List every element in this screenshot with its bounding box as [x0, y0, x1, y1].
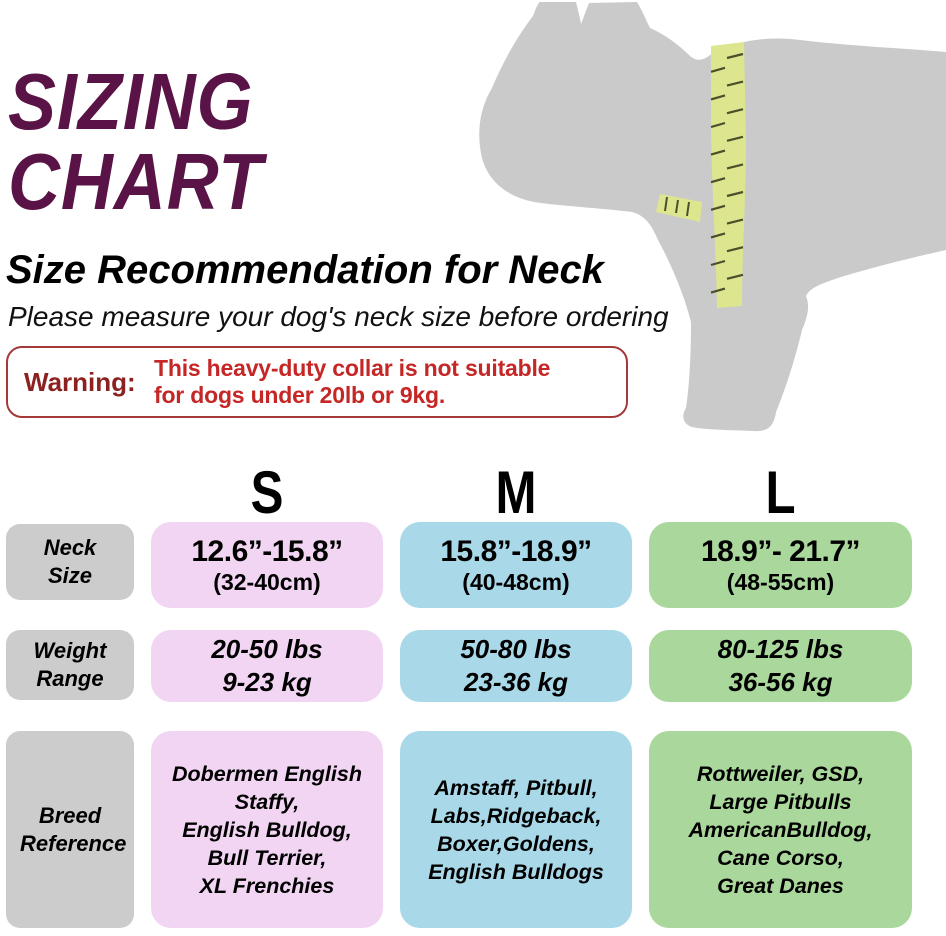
breed-line: Cane Corso, — [717, 845, 844, 870]
measure-note: Please measure your dog's neck size befo… — [8, 301, 669, 332]
row-label-weight-range-text: Weight Range — [33, 638, 107, 691]
breed-line: Staffy, — [234, 789, 300, 814]
measuring-tape-throat-strip — [656, 194, 702, 222]
page-title: SIZING CHART — [8, 62, 263, 222]
breed-line: Bull Terrier, — [207, 845, 327, 870]
page-subtitle: Size Recommendation for Neck — [6, 248, 604, 292]
weight-kg-s: 9-23 kg — [222, 667, 312, 697]
breed-line: Great Danes — [717, 873, 844, 898]
row-label-weight-range: Weight Range — [6, 630, 134, 700]
neck-size-cm-m: (40-48cm) — [462, 569, 570, 595]
neck-size-inches-l: 18.9”- 21.7” — [700, 535, 861, 568]
breed-line: Dobermen English — [172, 761, 362, 786]
dog-silhouette-with-measuring-tape-icon — [479, 2, 946, 432]
page-title-line2: CHART — [8, 137, 264, 226]
breed-cell-l: Rottweiler, GSD, Large Pitbulls American… — [649, 731, 912, 928]
size-header-row: S M L — [6, 452, 912, 526]
warning-text-line2: for dogs under 20lb or 9kg. — [154, 382, 446, 408]
measuring-tape-neck-strip — [711, 42, 746, 308]
size-header-spacer — [6, 452, 134, 522]
weight-kg-l: 36-56 kg — [728, 667, 833, 697]
neck-size-cell-s: 12.6”-15.8” (32-40cm) — [151, 522, 383, 608]
breed-line: Labs,Ridgeback, — [430, 803, 602, 828]
breed-line: XL Frenchies — [199, 873, 335, 898]
page-title-line1: SIZING — [8, 57, 254, 146]
breed-line: English Bulldog, — [182, 817, 352, 842]
breed-line: Boxer,Goldens, — [437, 831, 595, 856]
measuring-tape-ticks — [710, 52, 744, 294]
neck-size-row: Neck Size 12.6”-15.8” (32-40cm) 15.8”-18… — [6, 522, 912, 608]
weight-lbs-s: 20-50 lbs — [211, 634, 323, 664]
warning-text: This heavy-duty collar is not suitable f… — [154, 355, 550, 409]
size-header-m: M — [495, 459, 537, 526]
weight-lbs-m: 50-80 lbs — [460, 634, 572, 664]
warning-box: Warning: This heavy-duty collar is not s… — [6, 346, 628, 418]
neck-size-cm-s: (32-40cm) — [213, 569, 321, 595]
row-label-breed-reference: Breed Reference — [6, 731, 134, 928]
breed-cell-m: Amstaff, Pitbull, Labs,Ridgeback, Boxer,… — [400, 731, 632, 928]
weight-cell-l: 80-125 lbs 36-56 kg — [649, 630, 912, 702]
breed-cell-s: Dobermen English Staffy, English Bulldog… — [151, 731, 383, 928]
weight-cell-s: 20-50 lbs 9-23 kg — [151, 630, 383, 702]
dog-silhouette — [479, 2, 946, 432]
neck-size-cm-l: (48-55cm) — [726, 569, 835, 595]
breed-line: Rottweiler, GSD, — [696, 761, 865, 786]
weight-cell-m: 50-80 lbs 23-36 kg — [400, 630, 632, 702]
warning-label: Warning: — [24, 366, 136, 397]
weight-kg-m: 23-36 kg — [463, 667, 569, 697]
breed-line: Large Pitbulls — [709, 789, 852, 814]
neck-size-inches-m: 15.8”-18.9” — [440, 535, 592, 568]
breed-line: AmericanBulldog, — [688, 817, 873, 842]
weight-range-row: Weight Range 20-50 lbs 9-23 kg 50-80 lbs… — [6, 630, 912, 702]
breed-line: English Bulldogs — [428, 859, 604, 884]
neck-size-cell-l: 18.9”- 21.7” (48-55cm) — [649, 522, 912, 608]
row-label-neck-size: Neck Size — [6, 524, 134, 600]
neck-size-inches-s: 12.6”-15.8” — [191, 535, 343, 568]
size-header-l: L — [765, 459, 796, 526]
measuring-tape-throat-ticks — [664, 196, 690, 217]
warning-text-line1: This heavy-duty collar is not suitable — [154, 355, 551, 381]
breed-reference-row: Breed Reference Dobermen English Staffy,… — [6, 731, 912, 928]
breed-line: Amstaff, Pitbull, — [434, 775, 598, 800]
size-header-s: S — [250, 459, 284, 526]
neck-size-cell-m: 15.8”-18.9” (40-48cm) — [400, 522, 632, 608]
weight-lbs-l: 80-125 lbs — [717, 634, 844, 664]
row-label-breed-reference-text: Breed Reference — [20, 802, 127, 856]
row-label-neck-size-text: Neck Size — [43, 535, 97, 588]
